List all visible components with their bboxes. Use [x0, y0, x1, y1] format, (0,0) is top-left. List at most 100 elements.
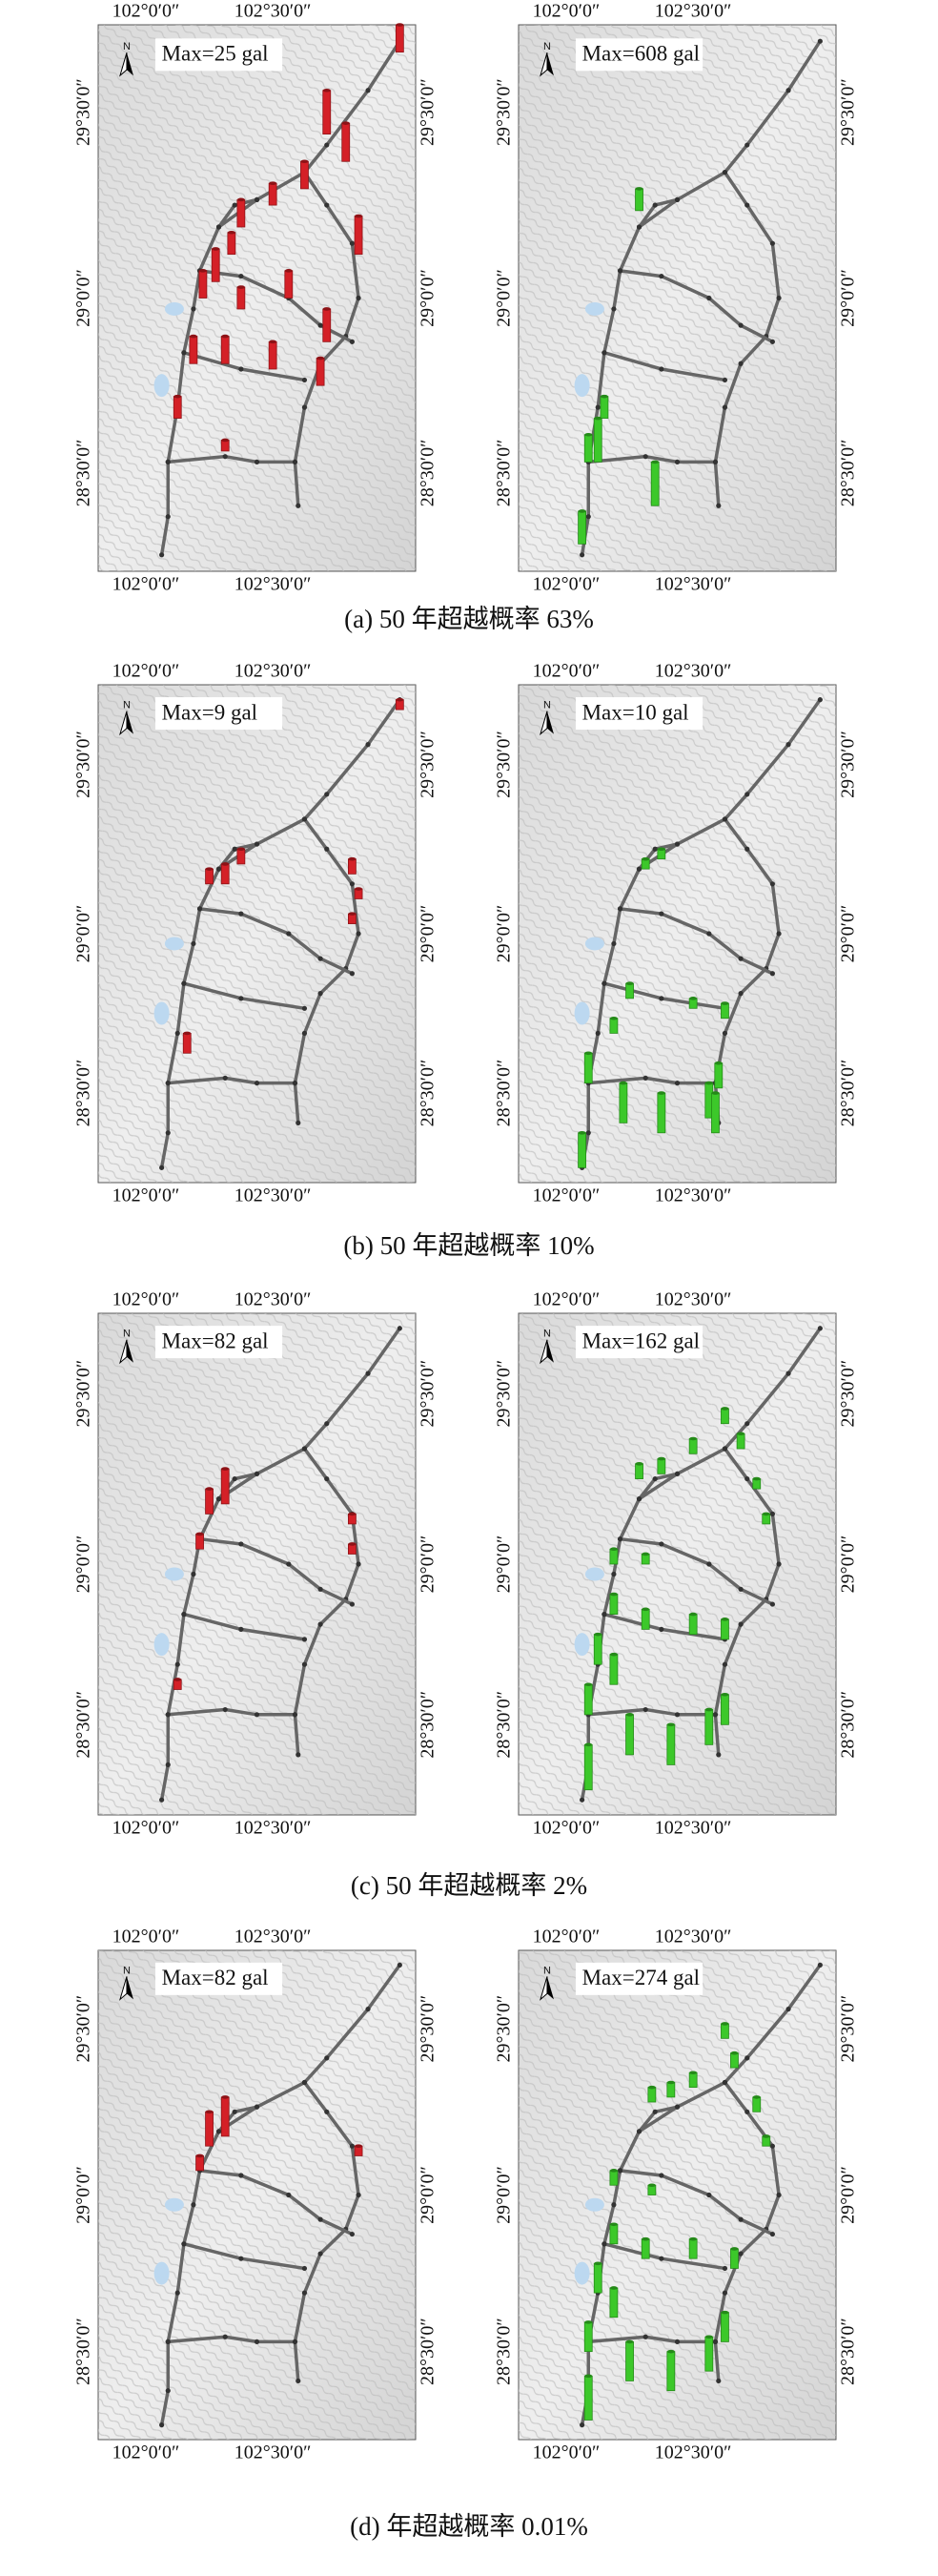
station — [602, 980, 607, 986]
lat-tick-label: 29°0′0″ — [494, 1535, 515, 1594]
station — [776, 295, 782, 301]
station — [365, 1370, 371, 1376]
north-arrow — [546, 1976, 554, 2000]
bar-glyph — [300, 160, 309, 190]
bar-top — [348, 1512, 357, 1516]
station — [254, 2339, 260, 2344]
bar-top — [657, 1456, 665, 1461]
lat-tick-label: 29°30′0″ — [838, 1360, 859, 1428]
bar-top — [221, 862, 230, 866]
station — [706, 295, 712, 301]
station — [174, 1030, 180, 1036]
station — [769, 240, 776, 246]
station — [738, 956, 744, 961]
station — [165, 1081, 171, 1086]
bar-glyph — [730, 2052, 739, 2069]
lat-tick-label: 29°30′0″ — [73, 1360, 94, 1428]
terrain-texture — [98, 25, 416, 571]
max-label-box — [575, 1962, 704, 1995]
station — [738, 1621, 744, 1627]
lon-tick-label: 102°0′0″ — [533, 1818, 601, 1839]
bar-top — [348, 856, 357, 861]
lat-tick-label: 29°30′0″ — [838, 1995, 859, 2063]
bar-glyph — [625, 982, 634, 999]
bar-glyph — [268, 182, 277, 206]
bar-glyph — [578, 510, 586, 545]
bar-top — [625, 2339, 634, 2344]
bar-top — [730, 2247, 739, 2251]
station — [296, 1120, 301, 1125]
bar-glyph — [593, 418, 602, 463]
station — [159, 552, 165, 558]
bar-glyph — [619, 1082, 628, 1123]
station — [254, 1712, 260, 1718]
station — [580, 2422, 585, 2428]
road — [159, 1447, 306, 1801]
station — [301, 1661, 308, 1667]
station — [744, 1475, 750, 1482]
lake — [153, 1633, 170, 1657]
station — [722, 1030, 728, 1036]
lake — [164, 301, 184, 316]
bar-glyph — [609, 1654, 619, 1685]
bar-glyph — [635, 188, 643, 212]
station — [611, 306, 617, 312]
bar-glyph — [609, 1548, 619, 1565]
bar-glyph — [711, 1092, 720, 1134]
station — [674, 1712, 681, 1718]
station — [301, 2079, 308, 2086]
bar-glyph — [593, 2262, 602, 2294]
station — [165, 1712, 171, 1718]
station — [585, 1130, 591, 1136]
bar-glyph — [657, 1092, 666, 1134]
bar-top — [269, 340, 277, 344]
lon-tick-label: 102°30′0″ — [655, 1289, 732, 1310]
north-arrow — [126, 711, 133, 734]
station — [222, 1075, 228, 1081]
station — [659, 2256, 664, 2261]
bar-glyph — [583, 434, 593, 463]
bar-top — [205, 1487, 214, 1491]
bar-glyph — [236, 848, 246, 865]
bar-top — [689, 1436, 698, 1441]
station — [191, 306, 196, 312]
station — [659, 273, 664, 279]
bar-top — [609, 1547, 618, 1552]
bar-top — [714, 1061, 723, 1065]
bar-top — [704, 1081, 713, 1085]
bar-top — [584, 2320, 593, 2324]
north-label: N — [543, 41, 551, 52]
station — [301, 1030, 308, 1036]
station — [738, 1586, 744, 1592]
north-label: N — [123, 1329, 131, 1340]
bar-glyph — [688, 2071, 698, 2089]
bar-top — [689, 997, 698, 1000]
lat-tick-label: 29°0′0″ — [73, 269, 94, 327]
bar-glyph — [227, 232, 236, 256]
bar-top — [762, 2134, 770, 2138]
station — [744, 1421, 750, 1427]
lon-tick-label: 102°0′0″ — [112, 1289, 180, 1310]
north-label: N — [543, 700, 551, 711]
bar-glyph — [666, 2351, 676, 2392]
station — [349, 2231, 355, 2237]
bar-top — [341, 121, 350, 125]
max-label: Max=25 gal — [162, 42, 269, 66]
north-label: N — [123, 41, 131, 52]
bar-top — [221, 438, 230, 443]
station — [738, 361, 744, 366]
bar-top — [584, 2374, 593, 2379]
station — [301, 404, 308, 410]
bar-glyph — [173, 396, 182, 419]
lon-tick-label: 102°0′0″ — [533, 2442, 601, 2463]
bar-top — [348, 912, 357, 916]
bar-glyph — [635, 1463, 643, 1479]
bar-top — [657, 1091, 665, 1095]
bar-glyph — [354, 216, 363, 256]
bar-glyph — [600, 396, 609, 419]
station — [165, 459, 171, 464]
station — [238, 273, 244, 279]
bar-glyph — [220, 2096, 230, 2137]
station — [722, 1446, 728, 1452]
road — [303, 698, 401, 821]
